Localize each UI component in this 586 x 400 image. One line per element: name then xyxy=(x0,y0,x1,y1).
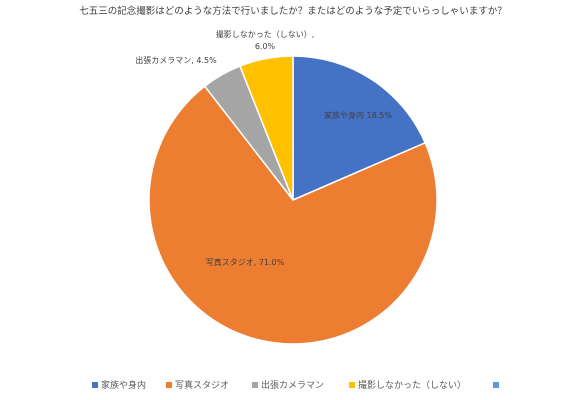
legend-swatch-1 xyxy=(92,382,98,388)
legend: 家族や身内 写真スタジオ 出張カメラマン 撮影しなかった（しない） xyxy=(92,379,499,391)
legend-label-3: 出張カメラマン xyxy=(261,379,324,391)
chart-title: 七五三の記念撮影はどのような方法で行いましたか？またはどのような予定でいらっしゃ… xyxy=(79,5,507,17)
legend-label-2: 写真スタジオ xyxy=(175,379,229,391)
legend-swatch-3 xyxy=(252,382,258,388)
pie-slice-4 xyxy=(239,55,294,201)
data-label-3: 出張カメラマン, 4.5% xyxy=(135,55,217,65)
pie-slices xyxy=(148,55,438,345)
pie-slice-1 xyxy=(292,55,427,202)
legend-label-4: 撮影しなかった（しない） xyxy=(358,379,466,391)
data-label-2: 写真スタジオ, 71.0% xyxy=(206,257,285,267)
data-labels: 家族や身内 18.5% 写真スタジオ, 71.0% 出張カメラマン, 4.5% 撮影し… xyxy=(135,29,392,267)
data-label-4: 撮影しなかった（しない）, 6.0% xyxy=(216,29,315,51)
pie-slice-2 xyxy=(148,85,438,345)
legend-swatch-2 xyxy=(166,382,172,388)
legend-label-1: 家族や身内 xyxy=(101,379,146,391)
legend-swatch-5 xyxy=(493,382,499,388)
legend-swatch-4 xyxy=(349,382,355,388)
data-label-1: 家族や身内 18.5% xyxy=(324,110,392,120)
